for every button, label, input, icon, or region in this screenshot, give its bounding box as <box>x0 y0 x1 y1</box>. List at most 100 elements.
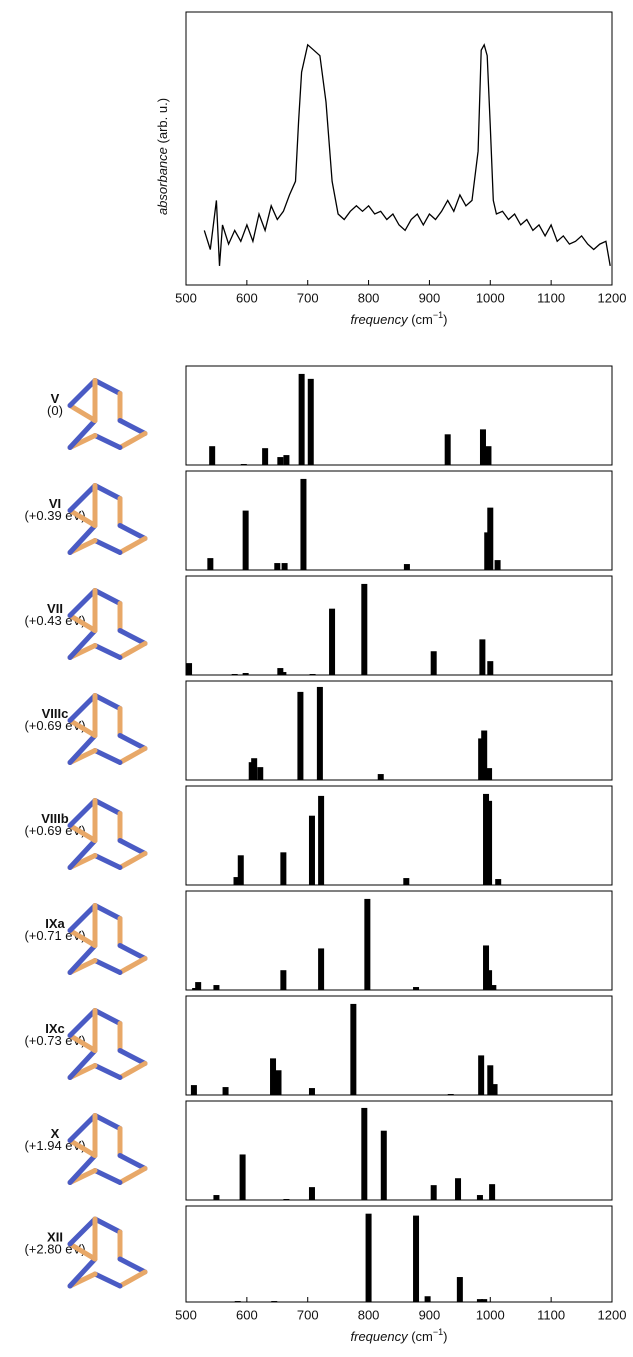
stick <box>280 672 287 675</box>
stick <box>233 877 240 885</box>
molecule <box>67 903 148 975</box>
stick <box>242 510 249 570</box>
molecule <box>67 1008 148 1080</box>
bond <box>67 943 98 975</box>
structure-name: X <box>51 1126 60 1141</box>
stick <box>280 970 287 990</box>
stick <box>207 558 214 570</box>
stick <box>424 1296 431 1302</box>
bond <box>92 958 123 975</box>
stick <box>377 774 384 780</box>
stick <box>222 1087 229 1095</box>
stick <box>481 1299 488 1302</box>
stick <box>231 674 238 676</box>
bond <box>92 1063 123 1080</box>
stick <box>365 1213 372 1302</box>
bond <box>92 693 123 711</box>
label-part: frequency <box>351 312 410 327</box>
stick <box>262 448 269 465</box>
plot-frame <box>185 575 613 676</box>
stick <box>403 878 410 885</box>
bond <box>117 1048 148 1066</box>
x-tick-label: 600 <box>236 290 258 305</box>
bond <box>117 628 148 646</box>
stick <box>487 507 494 570</box>
stick <box>318 948 325 990</box>
plot-frame <box>185 995 613 1096</box>
structure-name: VIIIb <box>41 811 69 826</box>
stick <box>481 730 488 780</box>
plot-frame <box>185 470 613 571</box>
bond <box>92 1168 123 1185</box>
stick <box>213 985 220 990</box>
x-tick-label: 800 <box>358 290 380 305</box>
stick <box>430 1185 437 1200</box>
structure-name: XII <box>47 1229 63 1244</box>
stick <box>478 738 485 780</box>
bond <box>67 1153 98 1185</box>
structure-name: IXc <box>45 1021 65 1036</box>
stick <box>491 1084 498 1095</box>
bond <box>117 523 148 541</box>
bond <box>117 641 148 660</box>
bond <box>117 1166 148 1185</box>
bond <box>117 418 148 436</box>
x-tick-label: 900 <box>419 290 441 305</box>
relative-energy: (0) <box>47 403 63 418</box>
stick <box>380 1130 387 1200</box>
bond <box>67 1033 98 1053</box>
x-tick-label: 1200 <box>598 290 627 305</box>
x-tick-label: 1000 <box>476 1307 505 1322</box>
stick <box>455 1178 462 1200</box>
stick <box>479 639 486 675</box>
plot-frame <box>185 680 613 781</box>
stick <box>237 855 244 885</box>
bond <box>67 1216 98 1247</box>
bond <box>67 718 98 738</box>
bond <box>92 433 123 450</box>
stick <box>283 455 290 465</box>
bond <box>117 943 148 961</box>
structure-name: V <box>51 391 60 406</box>
bond <box>92 1216 123 1235</box>
bond <box>92 538 123 555</box>
bond <box>67 523 98 555</box>
stick <box>308 1088 315 1095</box>
bond <box>67 1048 98 1080</box>
stick <box>487 661 494 675</box>
stick <box>361 583 368 675</box>
stick <box>478 1055 485 1095</box>
stick <box>350 1003 357 1095</box>
stick <box>486 970 493 990</box>
stick <box>403 564 410 570</box>
bond <box>67 1008 98 1038</box>
stick <box>277 457 284 465</box>
bond <box>117 838 148 856</box>
bond <box>92 853 123 870</box>
x-tick-label: 700 <box>297 290 319 305</box>
bond <box>92 1008 123 1026</box>
label-part: absorbance <box>155 147 170 215</box>
x-tick-label: 500 <box>175 290 197 305</box>
bond <box>117 746 148 765</box>
bond <box>67 588 98 618</box>
stick <box>489 1184 496 1200</box>
stick <box>490 985 497 990</box>
stick <box>242 673 249 675</box>
x-tick-label: 700 <box>297 1307 319 1322</box>
bond <box>117 1061 148 1080</box>
stick <box>257 767 264 780</box>
bond <box>67 1113 98 1143</box>
stick <box>308 815 315 885</box>
label-part: −1 <box>433 310 443 320</box>
bond <box>117 1269 148 1289</box>
stick <box>486 768 493 780</box>
stick <box>297 691 304 780</box>
stick <box>484 532 491 570</box>
x-tick-label: 600 <box>236 1307 258 1322</box>
bond <box>117 536 148 555</box>
label-part: −1 <box>433 1327 443 1337</box>
molecule <box>67 1216 148 1289</box>
plot-frame <box>185 1205 613 1303</box>
